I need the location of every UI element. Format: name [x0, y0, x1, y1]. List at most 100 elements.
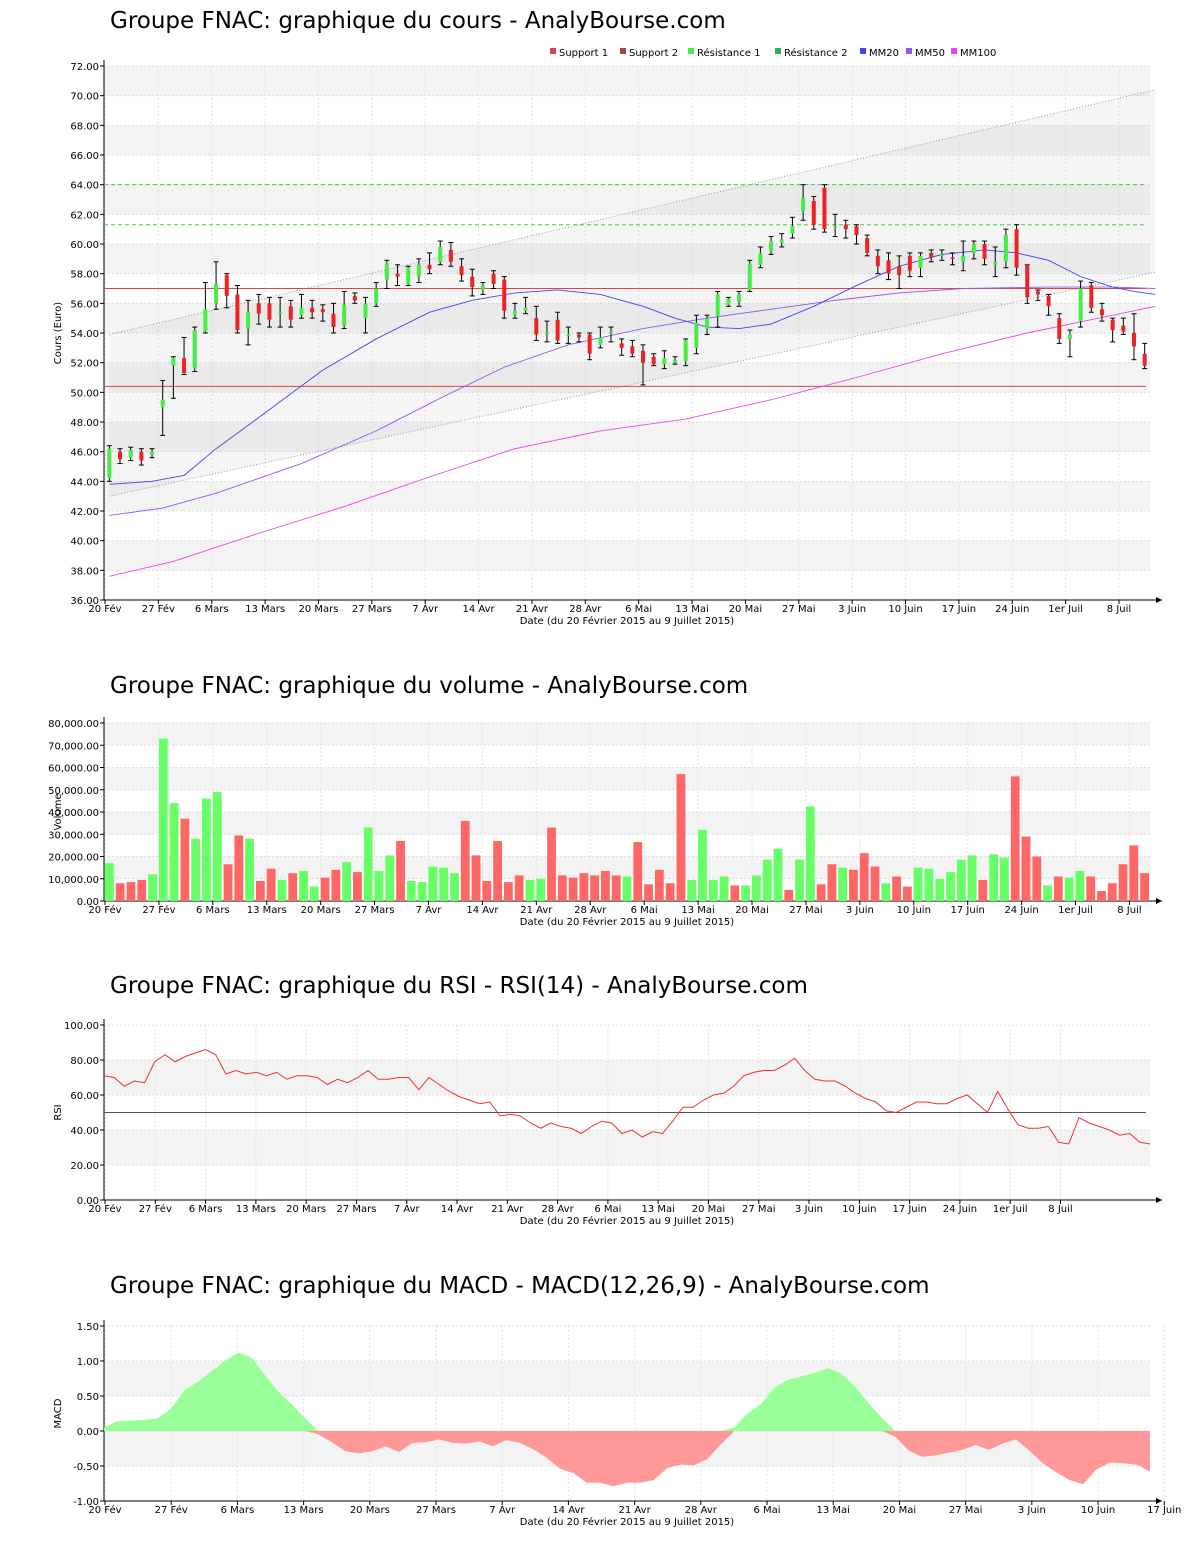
y-tick-label: 50.00	[70, 388, 99, 399]
volume-bar	[1129, 845, 1139, 901]
x-tick-label: 24 Juin	[1004, 905, 1038, 916]
candle-body	[865, 238, 870, 253]
candle-body	[907, 255, 912, 271]
volume-chart-title: Groupe FNAC: graphique du volume - Analy…	[110, 673, 749, 699]
candle-body	[363, 303, 368, 319]
candle-body	[641, 350, 646, 363]
candle-body	[1089, 285, 1094, 308]
candle-body	[886, 260, 891, 274]
x-tick-label: 7 Avr	[412, 604, 439, 615]
x-tick-label: 13 Mars	[245, 604, 285, 615]
x-tick-label: 6 Mai	[753, 1505, 780, 1516]
volume-bar	[417, 882, 427, 901]
volume-bar	[450, 873, 459, 901]
x-axis-arrow	[1156, 898, 1162, 904]
legend-swatch	[906, 48, 912, 54]
x-tick-label: 20 Mars	[301, 905, 341, 916]
candle-body	[598, 337, 603, 345]
volume-bar	[126, 882, 136, 901]
candle-body	[875, 255, 880, 267]
volume-bar	[568, 877, 578, 901]
volume-bar	[827, 864, 837, 901]
candle-body	[705, 318, 710, 329]
candle-body	[566, 334, 571, 336]
volume-bar	[460, 820, 470, 901]
x-tick-label: 6 Mai	[625, 604, 652, 615]
y-tick-label: 44.00	[70, 477, 99, 488]
x-axis-arrow	[1156, 1197, 1162, 1203]
volume-bar	[503, 882, 513, 901]
volume-bar	[385, 855, 395, 901]
x-tick-label: 13 Mars	[247, 905, 287, 916]
y-tick-label: 68.00	[70, 121, 99, 132]
x-tick-label: 27 Fév	[142, 904, 175, 916]
candle-body	[982, 244, 987, 259]
y-tick-label: 0.00	[77, 1427, 99, 1438]
candle-body	[491, 273, 496, 285]
x-tick-label: 8 Juil	[1107, 604, 1131, 615]
volume-bar	[115, 883, 125, 901]
x-tick-label: 21 Avr	[520, 905, 553, 916]
macd-positive-area	[104, 1352, 1150, 1431]
candle-body	[662, 358, 667, 365]
x-tick-label: 21 Avr	[619, 1505, 652, 1516]
volume-bar	[137, 879, 147, 901]
candle-body	[160, 399, 165, 408]
x-tick-label: 20 Fév	[88, 1203, 121, 1215]
volume-bar	[525, 879, 535, 901]
x-tick-label: 27 Mai	[949, 1505, 982, 1516]
candle-body	[843, 224, 848, 230]
x-tick-label: 13 Mai	[641, 1204, 674, 1215]
candle-body	[310, 307, 315, 313]
volume-bar	[353, 872, 362, 901]
mm50-line	[109, 286, 1156, 516]
volume-bar	[978, 879, 988, 901]
x-tick-label: 27 Fév	[142, 603, 175, 615]
candle-body	[534, 318, 539, 335]
y-tick-label: -0.50	[73, 1462, 99, 1473]
x-tick-label: 20 Mai	[735, 905, 768, 916]
price-chart: 72.00 70.00 68.00 66.00 64.00 62.00 60.00 58.00…	[53, 47, 1162, 627]
candle-body	[811, 200, 816, 225]
x-tick-label: 3 Juin	[846, 905, 874, 916]
x-tick-label: 10 Juin	[888, 604, 922, 615]
volume-bar	[223, 864, 233, 901]
x-axis-label: Date (du 20 Février 2015 au 9 Juillet 20…	[520, 615, 734, 627]
grid-band	[104, 1361, 1150, 1396]
x-tick-label: 6 Mars	[189, 1204, 223, 1215]
volume-bar	[708, 879, 718, 901]
volume-bar	[913, 867, 923, 901]
volume-bar	[590, 875, 600, 901]
grid-band	[104, 1130, 1150, 1165]
volume-bar	[1064, 877, 1074, 901]
y-axis-label: Volume	[53, 793, 64, 830]
volume-bar	[1043, 885, 1052, 901]
x-tick-label: 14 Avr	[466, 905, 499, 916]
candle-body	[683, 340, 688, 362]
x-axis-label: Date (du 20 Février 2015 au 9 Juillet 20…	[520, 1215, 734, 1227]
candle-body	[331, 313, 336, 328]
volume-bar	[396, 840, 405, 901]
x-tick-label: 27 Mars	[336, 1204, 376, 1215]
y-tick-label: 50,000.00	[48, 786, 99, 797]
macd-chart-title: Groupe FNAC: graphique du MACD - MACD(12…	[110, 1273, 930, 1299]
y-tick-label: 10,000.00	[48, 875, 99, 886]
volume-bar	[1140, 873, 1149, 901]
volume-bar	[601, 870, 610, 901]
volume-bar	[752, 875, 761, 901]
candle-body	[480, 285, 485, 290]
candle-body	[758, 252, 763, 265]
volume-bar	[1107, 883, 1117, 901]
volume-bar	[784, 889, 794, 901]
candle-body	[1014, 229, 1019, 268]
legend-label: MM20	[869, 48, 899, 59]
y-tick-label: 60,000.00	[48, 764, 99, 775]
candle-body	[971, 244, 976, 253]
x-tick-label: 17 Juin	[942, 604, 976, 615]
x-tick-label: 14 Avr	[441, 1204, 474, 1215]
mm100-line	[109, 305, 1156, 577]
x-tick-label: 6 Mai	[631, 905, 658, 916]
volume-bar	[665, 883, 675, 901]
grid-band	[104, 184, 1150, 215]
volume-bar	[946, 872, 955, 901]
